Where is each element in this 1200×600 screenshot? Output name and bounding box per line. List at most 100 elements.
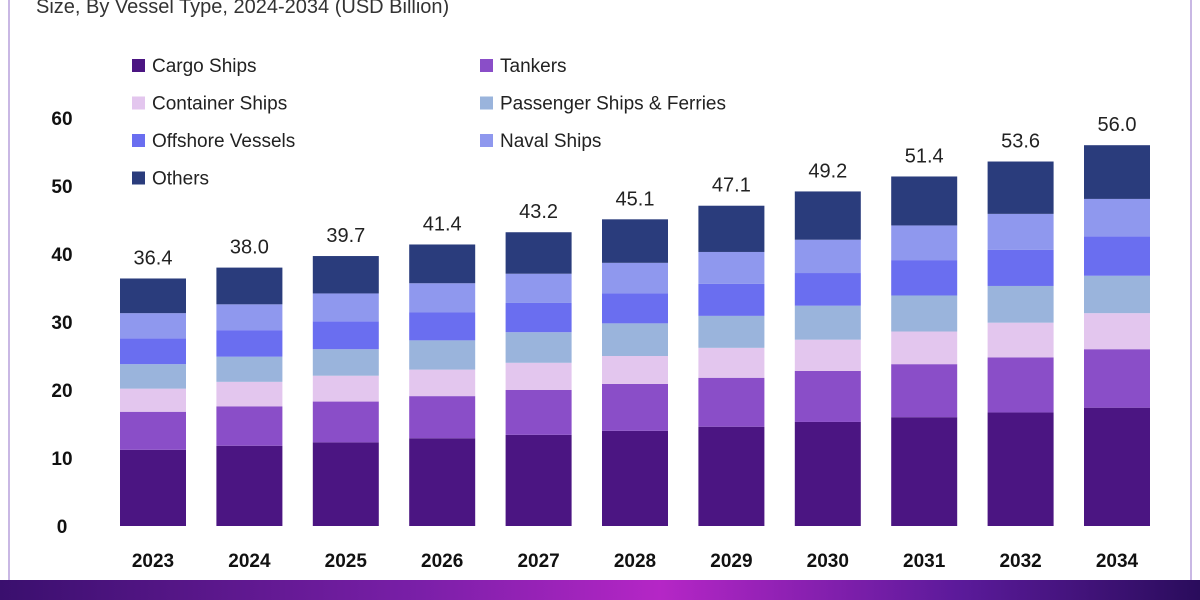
bar-segment-container-ships-2024: [216, 381, 283, 407]
bar-segment-naval-ships-2034: [1084, 198, 1150, 237]
bar-segment-tankers-2028: [602, 383, 668, 431]
total-label-2031: 51.4: [905, 145, 944, 167]
legend-label-others: Others: [152, 169, 209, 190]
bar-segment-offshore-vessels-2030: [794, 273, 861, 306]
frame-border-left: [8, 0, 10, 580]
legend-swatch-tankers: [480, 59, 493, 72]
bar-segment-offshore-vessels-2024: [216, 330, 283, 357]
total-label-2027: 43.2: [519, 201, 558, 223]
bar-segment-offshore-vessels-2029: [698, 283, 765, 316]
bar-segment-cargo-ships-2032: [987, 412, 1054, 526]
bar-segment-naval-ships-2023: [120, 313, 186, 339]
bar-segment-container-ships-2023: [120, 388, 186, 412]
legend-swatch-cargo-ships: [132, 59, 145, 72]
chart-title: Size, By Vessel Type, 2024-2034 (USD Bil…: [36, 0, 450, 18]
bar-segment-cargo-ships-2029: [698, 426, 765, 526]
bar-segment-tankers-2029: [698, 377, 765, 427]
x-axis: 2023 2024 2025 2026 2027 2028 2029 2030 2031 2032…: [132, 551, 1139, 572]
chart-legend: Cargo Ships Tankers Container Ships Passeng…: [132, 56, 726, 190]
legend-label-tankers: Tankers: [500, 56, 567, 77]
bar-segment-container-ships-2030: [794, 339, 861, 371]
x-tick-label-2032: 2032: [999, 551, 1041, 572]
bar-segment-cargo-ships-2030: [794, 421, 861, 526]
total-labels: 36.4 38.0 39.7 41.4 43.2 45.1 47.1 49.2 51.4 53.6…: [134, 114, 1137, 269]
y-axis: 0 10 20 30 40 50 60: [51, 109, 72, 538]
legend-label-passenger-ships-and-ferries: Passenger Ships & Ferries: [500, 94, 726, 115]
bar-segment-naval-ships-2027: [505, 273, 572, 303]
bar-segment-passenger-ships-and-ferries-2025: [312, 349, 379, 376]
total-label-2025: 39.7: [326, 225, 365, 247]
legend-swatch-passenger-ships-and-ferries: [480, 96, 493, 110]
bar-segment-cargo-ships-2024: [216, 445, 283, 526]
total-label-2034: 56.0: [1098, 114, 1137, 136]
bar-segment-naval-ships-2030: [794, 239, 861, 274]
bar-segment-others-2028: [602, 219, 668, 263]
x-tick-label-2028: 2028: [614, 551, 656, 572]
bar-segment-naval-ships-2031: [891, 225, 958, 261]
bar-segment-offshore-vessels-2023: [120, 338, 186, 365]
total-label-2024: 38.0: [230, 237, 269, 259]
legend-label-naval-ships: Naval Ships: [500, 131, 601, 152]
bar-segment-passenger-ships-and-ferries-2023: [120, 364, 186, 389]
bar-segment-others-2027: [505, 232, 572, 274]
bar-segment-others-2032: [987, 161, 1054, 214]
bar-segment-passenger-ships-and-ferries-2030: [794, 305, 861, 340]
bar-segment-others-2030: [794, 191, 861, 240]
bar-segment-tankers-2032: [987, 357, 1054, 413]
x-tick-label-2027: 2027: [517, 551, 559, 572]
bar-segment-passenger-ships-and-ferries-2024: [216, 356, 283, 382]
legend-label-cargo-ships: Cargo Ships: [152, 56, 257, 77]
bar-segment-tankers-2027: [505, 390, 572, 435]
x-tick-label-2023: 2023: [132, 551, 174, 572]
bar-segment-offshore-vessels-2028: [602, 293, 668, 324]
bar-segment-others-2026: [409, 244, 476, 284]
x-tick-label-2030: 2030: [807, 551, 849, 572]
bar-segment-others-2024: [216, 267, 283, 305]
stacked-bar-chart: Cargo Ships Tankers Container Ships Passeng…: [51, 56, 1150, 572]
x-tick-label-2029: 2029: [710, 551, 752, 572]
bar-segment-cargo-ships-2026: [409, 438, 476, 526]
bar-segment-passenger-ships-and-ferries-2034: [1084, 275, 1150, 314]
bar-segment-container-ships-2028: [602, 356, 668, 384]
y-tick-label: 60: [51, 109, 72, 130]
bar-segment-others-2029: [698, 205, 765, 252]
bar-segment-offshore-vessels-2031: [891, 260, 958, 296]
bar-segment-passenger-ships-and-ferries-2027: [505, 332, 572, 363]
bar-segment-others-2034: [1084, 145, 1150, 199]
x-tick-label-2024: 2024: [228, 551, 271, 572]
total-label-2032: 53.6: [1001, 131, 1040, 153]
bar-segment-container-ships-2029: [698, 347, 765, 378]
y-tick-label: 20: [51, 381, 72, 402]
footer-band: [0, 580, 1200, 600]
bar-segment-naval-ships-2026: [409, 283, 476, 313]
y-tick-label: 10: [51, 449, 72, 470]
total-label-2029: 47.1: [712, 175, 751, 197]
x-tick-label-2026: 2026: [421, 551, 463, 572]
legend-swatch-container-ships: [132, 96, 145, 110]
legend-label-offshore-vessels: Offshore Vessels: [152, 131, 295, 152]
bar-segment-others-2031: [891, 176, 958, 226]
total-label-2026: 41.4: [423, 213, 462, 235]
bar-segment-container-ships-2031: [891, 331, 958, 365]
bar-segment-tankers-2023: [120, 411, 186, 450]
bar-segment-naval-ships-2028: [602, 262, 668, 294]
bar-segment-passenger-ships-and-ferries-2026: [409, 340, 476, 370]
bar-segment-offshore-vessels-2026: [409, 312, 476, 341]
bar-segment-cargo-ships-2023: [120, 449, 186, 526]
bar-segment-passenger-ships-and-ferries-2031: [891, 295, 958, 332]
legend-swatch-offshore-vessels: [132, 134, 145, 147]
bar-segment-cargo-ships-2025: [312, 442, 379, 526]
y-tick-label: 40: [51, 245, 72, 266]
legend-swatch-naval-ships: [480, 134, 493, 147]
bar-segment-passenger-ships-and-ferries-2028: [602, 323, 668, 356]
bar-segment-container-ships-2026: [409, 369, 476, 397]
legend-swatch-others: [132, 171, 145, 185]
bar-segment-offshore-vessels-2032: [987, 249, 1054, 286]
bar-segment-tankers-2031: [891, 364, 958, 418]
bar-segment-cargo-ships-2028: [602, 430, 668, 526]
y-tick-label: 0: [57, 517, 68, 538]
bar-segment-tankers-2025: [312, 401, 379, 443]
total-label-2028: 45.1: [616, 188, 655, 210]
x-tick-label-2031: 2031: [903, 551, 946, 572]
total-label-2030: 49.2: [808, 160, 847, 182]
